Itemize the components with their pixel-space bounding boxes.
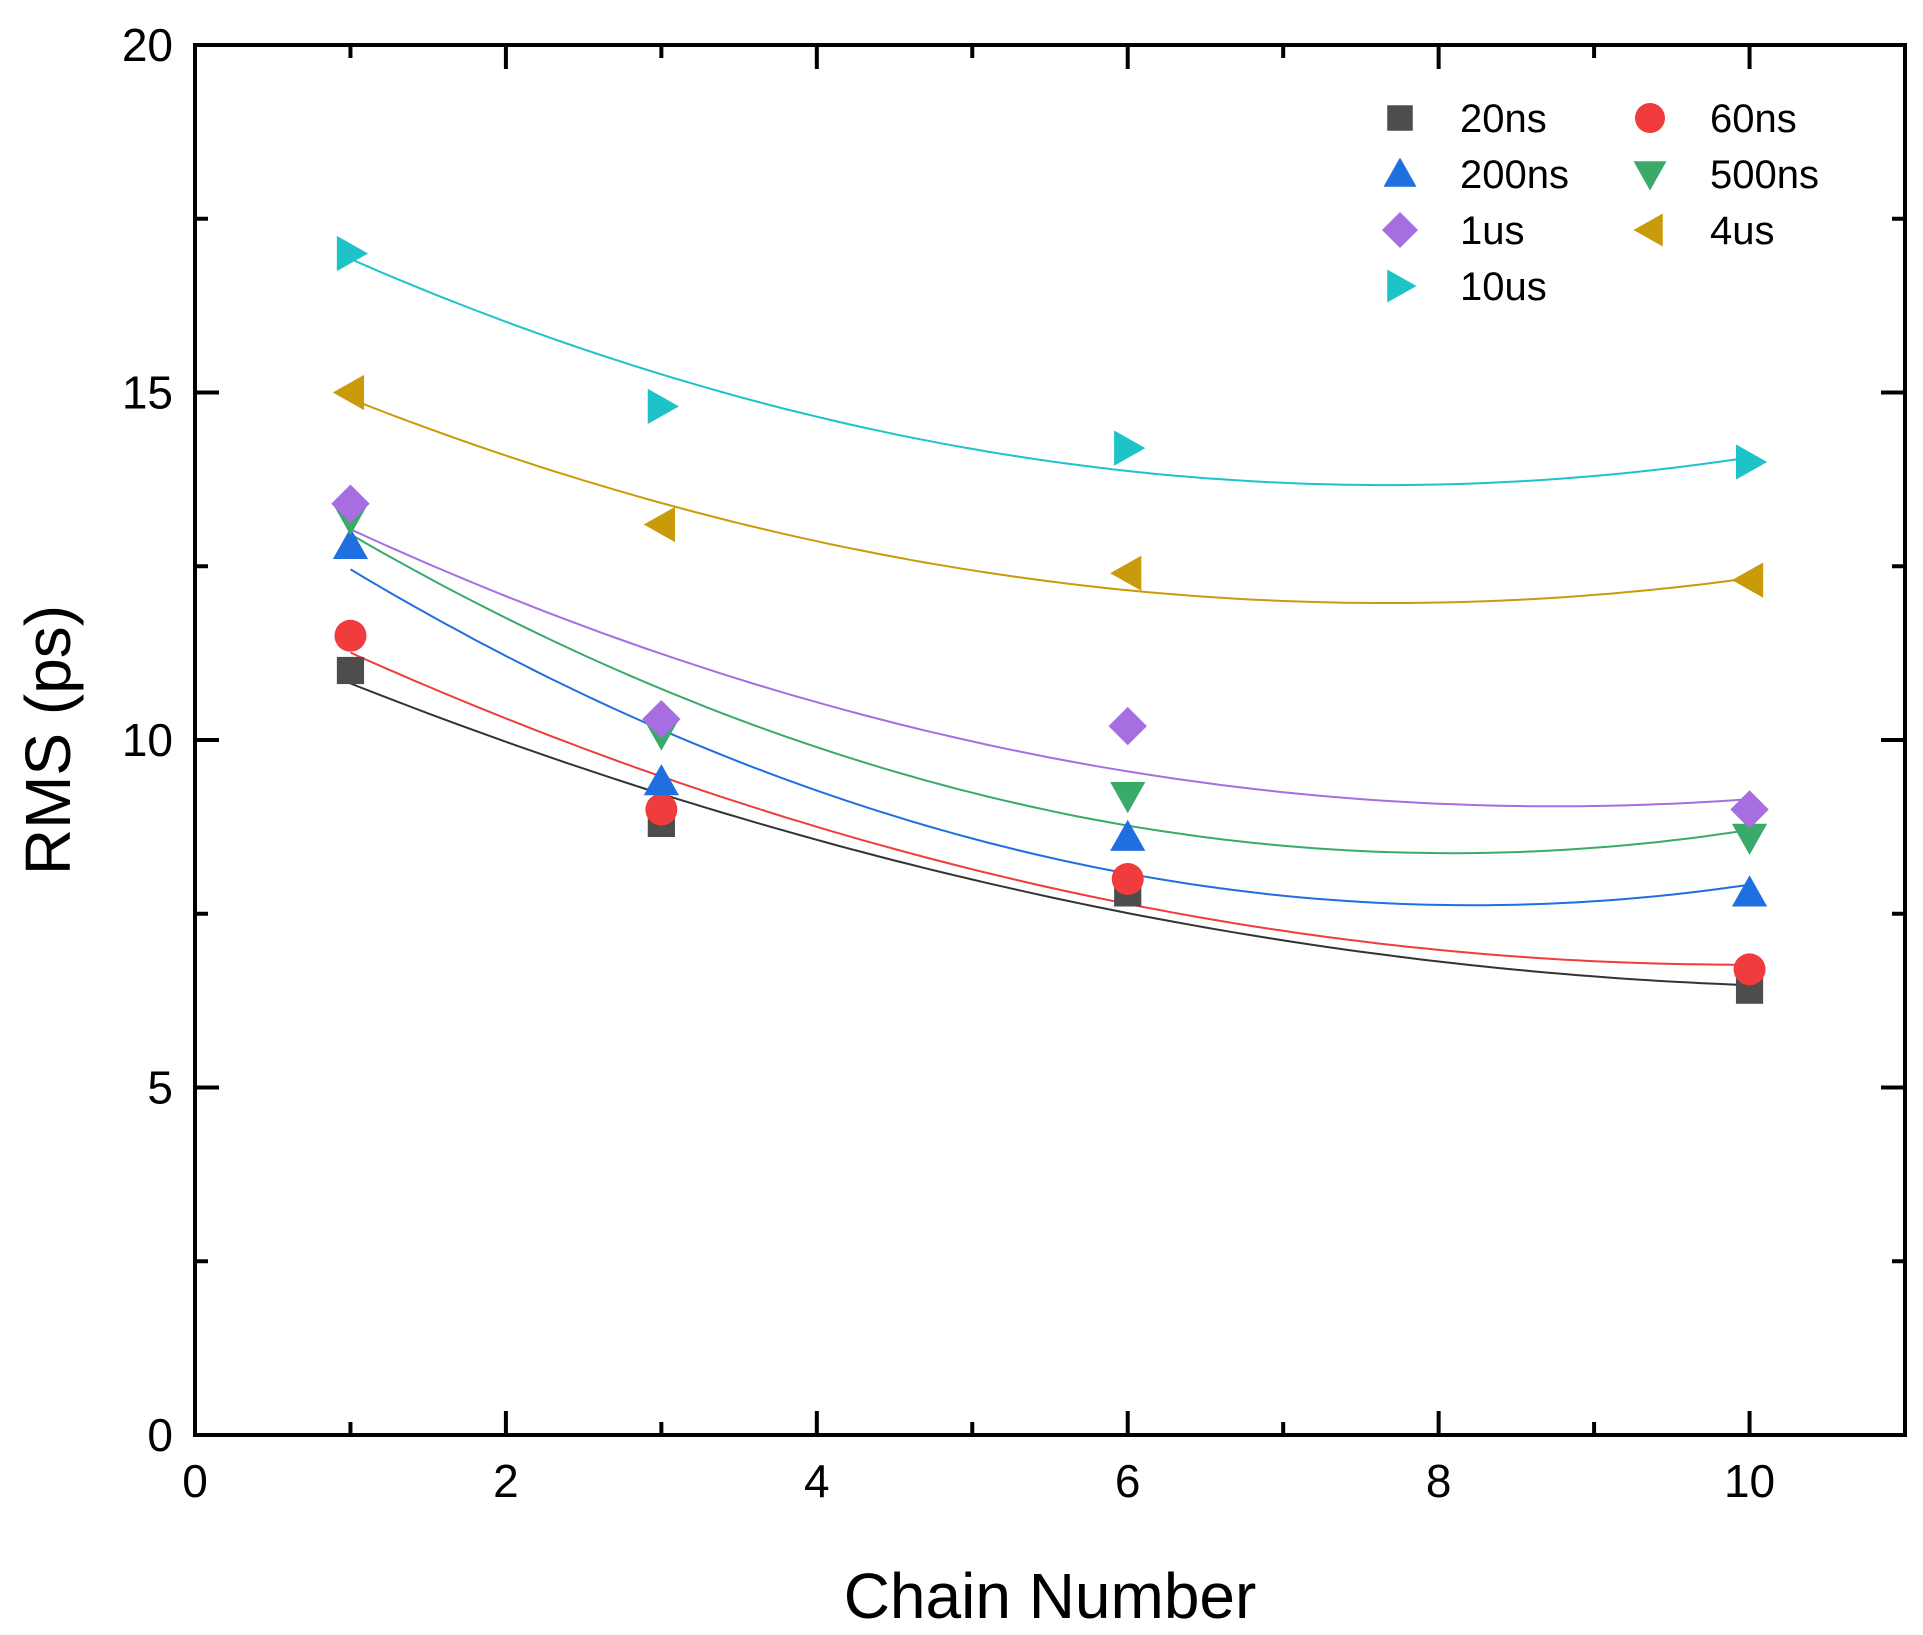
point-60ns xyxy=(645,793,678,826)
y-tick-label: 5 xyxy=(147,1062,173,1114)
legend-label: 500ns xyxy=(1710,153,1819,197)
point-4us xyxy=(643,506,675,543)
fit-curves xyxy=(349,258,1750,987)
point-1us xyxy=(1730,790,1769,829)
legend-label: 1us xyxy=(1460,209,1525,253)
legend-marker-10us xyxy=(1387,269,1417,303)
legend-marker-20ns xyxy=(1387,105,1413,131)
legend-marker-500ns xyxy=(1633,161,1667,191)
fit-curve-4us xyxy=(350,398,1750,604)
point-1us xyxy=(331,484,370,523)
data-points xyxy=(331,235,1769,1004)
y-axis-title: RMS (ps) xyxy=(12,605,84,875)
point-4us xyxy=(1731,562,1764,598)
point-200ns xyxy=(1110,819,1146,851)
point-20ns xyxy=(336,656,365,685)
point-10us xyxy=(1735,444,1768,480)
point-60ns xyxy=(334,619,367,652)
x-tick-label: 0 xyxy=(182,1455,208,1507)
x-tick-label: 2 xyxy=(493,1455,519,1507)
point-10us xyxy=(336,235,369,272)
y-tick-label: 20 xyxy=(122,19,173,71)
legend-label: 200ns xyxy=(1460,153,1569,197)
point-60ns xyxy=(1733,953,1766,986)
point-4us xyxy=(1110,555,1142,591)
fit-curve-10us xyxy=(350,258,1750,487)
point-10us xyxy=(647,388,679,424)
point-4us xyxy=(332,374,365,411)
legend-label: 20ns xyxy=(1460,97,1547,141)
legend-label: 10us xyxy=(1460,265,1547,309)
x-tick-label: 4 xyxy=(804,1455,830,1507)
legend-marker-200ns xyxy=(1383,157,1417,187)
plot-frame xyxy=(193,43,1907,1437)
point-200ns xyxy=(1731,875,1768,907)
x-axis-title: Chain Number xyxy=(844,1560,1257,1632)
legend-marker-60ns xyxy=(1635,103,1665,133)
fit-curve-20ns xyxy=(350,682,1750,987)
legend-marker-1us xyxy=(1382,212,1418,248)
point-200ns xyxy=(332,527,369,559)
x-tick-label: 6 xyxy=(1115,1455,1141,1507)
y-tick-label: 0 xyxy=(147,1409,173,1461)
x-tick-label: 10 xyxy=(1724,1455,1775,1507)
legend-marker-4us xyxy=(1633,213,1663,247)
fit-curve-1us xyxy=(350,528,1750,808)
legend: 20ns 60ns 200ns 500ns 1us 4us 10us xyxy=(1382,97,1819,309)
point-1us xyxy=(1108,706,1147,746)
fit-curve-200ns xyxy=(349,568,1750,907)
x-tick-labels: 0 2 4 6 8 10 xyxy=(182,1455,1775,1507)
y-tick-label: 15 xyxy=(122,367,173,419)
fit-curve-500ns xyxy=(349,533,1750,855)
point-10us xyxy=(1114,430,1146,466)
point-1us xyxy=(642,699,681,739)
y-tick-label: 10 xyxy=(122,714,173,766)
axis-ticks xyxy=(193,43,1907,1437)
legend-label: 60ns xyxy=(1710,97,1797,141)
legend-label: 4us xyxy=(1710,209,1775,253)
fit-curve-60ns xyxy=(350,651,1750,966)
point-200ns xyxy=(643,764,679,796)
point-60ns xyxy=(1111,863,1144,895)
point-500ns xyxy=(1110,782,1146,814)
point-500ns xyxy=(1731,823,1768,855)
y-tick-labels: 0 5 10 15 20 xyxy=(122,19,173,1461)
x-tick-label: 8 xyxy=(1426,1455,1452,1507)
